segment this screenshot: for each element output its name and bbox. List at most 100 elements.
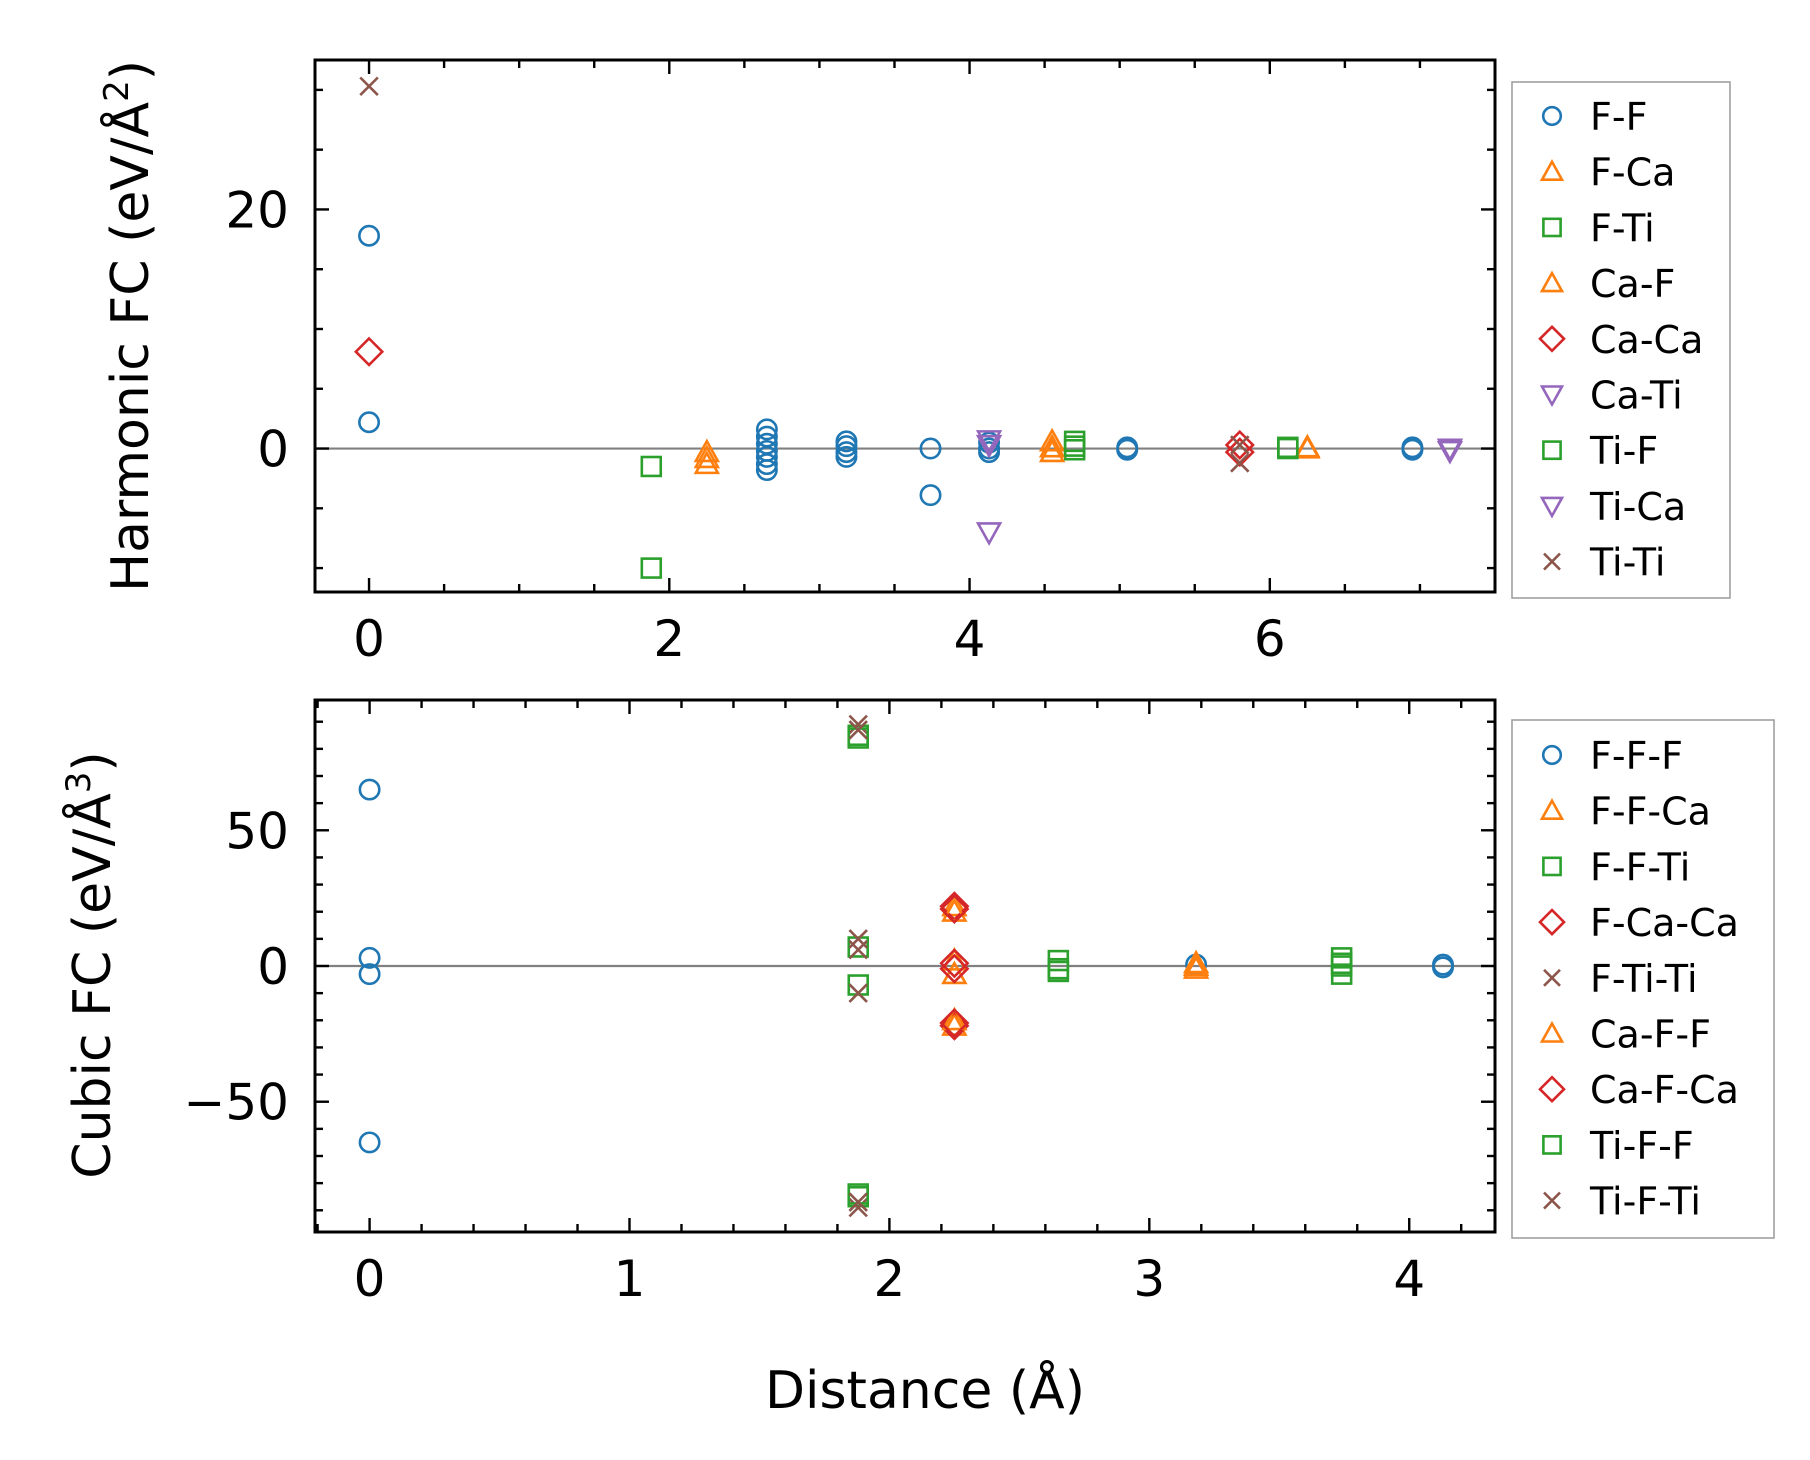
data-point [1047, 949, 1070, 972]
data-point [359, 76, 379, 97]
data-point [1432, 956, 1454, 979]
legend-item: F-F-F [1541, 734, 1683, 778]
legend-item: Ti-F [1542, 429, 1658, 473]
y-axis-label-main: Harmonic FC (eV/Å [99, 101, 161, 592]
data-point-stroke [848, 1197, 868, 1218]
legend-label: Ca-F-F [1590, 1013, 1711, 1057]
data-point [1230, 453, 1250, 473]
data-point [1182, 949, 1210, 974]
data-point [1038, 433, 1066, 458]
ticks [315, 60, 1497, 592]
legend-marker [1539, 496, 1565, 519]
data-point [1294, 433, 1321, 458]
data-point [358, 1131, 381, 1154]
legend-label: F-Ti-Ti [1590, 957, 1698, 1001]
x-axis-label: Distance (Å) [765, 1359, 1085, 1421]
y-axis-label: Harmonic FC (eV/Å2) [97, 60, 161, 592]
data-point [939, 953, 970, 984]
data-point [354, 336, 385, 367]
data-point [919, 484, 942, 507]
data-point [358, 946, 381, 969]
legend-marker [1538, 324, 1566, 353]
plot-frame [313, 58, 1497, 594]
data-point [1230, 435, 1250, 455]
legend-item: F-F-Ca [1539, 790, 1711, 834]
legend-marker [1543, 968, 1561, 987]
legend-marker [1542, 440, 1562, 461]
series-ti-ca [975, 434, 1464, 463]
legend-label: Ti-F [1589, 429, 1658, 473]
data-point [1277, 436, 1299, 459]
legend-item: Ca-F-F [1539, 1013, 1711, 1057]
series-ti-f [1063, 435, 1299, 459]
x-tick-label: 6 [1254, 610, 1286, 668]
y-axis-label-sup: 3 [59, 772, 99, 794]
data-point [693, 450, 721, 475]
x-tick-label: 1 [614, 1250, 646, 1308]
data-point [1063, 435, 1086, 457]
data-point [1038, 427, 1066, 452]
legend-marker [1543, 1191, 1561, 1210]
y-tick-label: 50 [225, 802, 289, 860]
data-point [640, 455, 663, 478]
x-tick-label: 4 [1393, 1250, 1425, 1308]
legend-marker [1538, 1075, 1566, 1104]
data-point [919, 437, 942, 460]
data-point-stroke [848, 983, 868, 1003]
data-point [975, 430, 1003, 454]
data-point-stroke [848, 714, 868, 735]
data-point [848, 939, 868, 960]
series-f-ca [693, 427, 1321, 475]
series-ca-ca [354, 336, 1255, 468]
y-tick-label: −50 [183, 1074, 289, 1132]
legend-marker [1539, 159, 1565, 181]
legend-item: Ca-F [1539, 262, 1675, 306]
data-point-stroke [1230, 453, 1250, 473]
legend-label: Ti-Ca [1589, 485, 1686, 529]
data-point [1436, 438, 1464, 463]
data-point-stroke [848, 1192, 868, 1212]
data-points [358, 714, 1454, 1218]
series-f-f [358, 224, 1424, 507]
legend-item: Ti-F-F [1542, 1124, 1694, 1168]
data-point [941, 892, 968, 917]
legend-label: Ca-Ti [1590, 374, 1683, 418]
x-tick-label: 2 [873, 1250, 905, 1308]
legend-label: F-F [1590, 95, 1647, 139]
legend-item: F-F [1541, 95, 1647, 139]
data-point-stroke [848, 939, 868, 960]
y-axis-label-main: Cubic FC (eV/Å [61, 793, 123, 1179]
legend-marker [1541, 744, 1563, 766]
legend-label: F-F-F [1590, 734, 1683, 778]
data-point [1401, 438, 1424, 461]
legend-label: Ca-Ca [1590, 318, 1703, 362]
legend-item: F-Ca-Ca [1538, 901, 1739, 945]
legend: F-F F-Ca F-Ti Ca-F Ca-Ca Ca-Ti Ti-F Ti-Ca Ti-Ti [1511, 81, 1731, 599]
legend-item: F-Ca [1539, 151, 1675, 195]
legend-item: Ca-Ti [1539, 374, 1683, 418]
data-point [848, 1197, 868, 1218]
data-point [1224, 429, 1255, 460]
data-point [693, 444, 721, 469]
series-f-ti [640, 430, 1299, 579]
data-point [975, 434, 1003, 459]
legend-item: Ca-Ca [1538, 318, 1703, 362]
legend-marker [1543, 552, 1561, 571]
x-tick-label: 0 [353, 610, 385, 668]
data-point [939, 1010, 970, 1041]
data-point [640, 557, 663, 579]
y-tick-label: 0 [257, 938, 289, 996]
data-point [1330, 963, 1353, 985]
data-point-stroke [848, 720, 868, 740]
legend-item: F-Ti-Ti [1543, 957, 1698, 1001]
y-axis-label-close: ) [63, 751, 123, 771]
data-point [848, 720, 868, 740]
ticks [315, 700, 1495, 1232]
data-point [1116, 438, 1139, 461]
data-point [358, 778, 381, 801]
legend-marker [1539, 1020, 1565, 1043]
y-tick-label: 0 [257, 421, 289, 479]
series-ca-f-ca [939, 893, 970, 1039]
legend-label: F-Ti [1590, 206, 1655, 250]
